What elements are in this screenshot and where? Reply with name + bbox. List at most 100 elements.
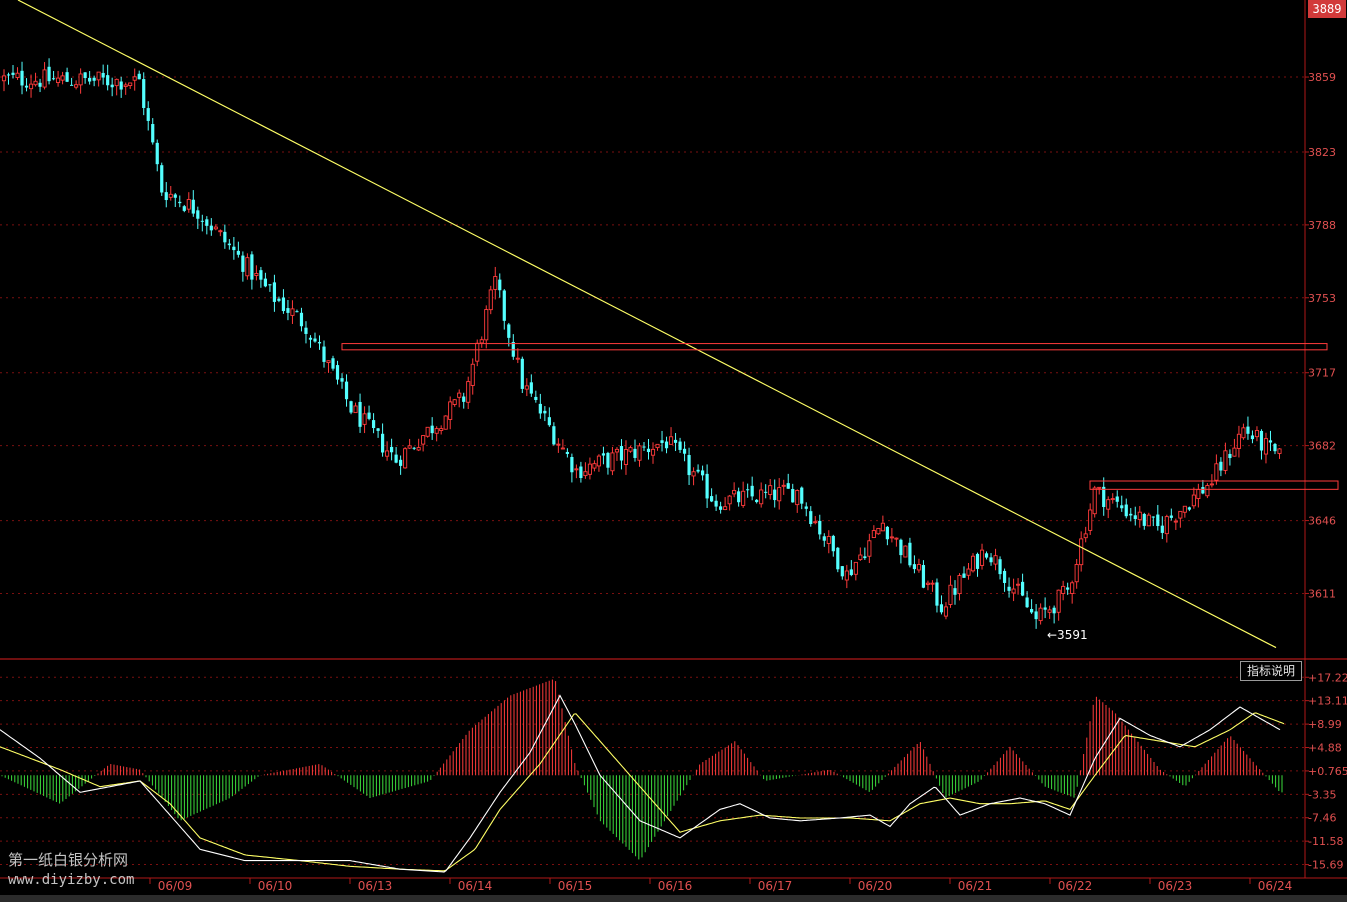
candle-body	[574, 468, 579, 471]
candle-body	[1124, 504, 1128, 517]
candle-body	[349, 401, 353, 413]
date-tick-label: 06/13	[358, 879, 393, 893]
candle-body	[939, 604, 944, 613]
candle-body	[1160, 525, 1164, 533]
candle-body	[889, 536, 894, 539]
candle-body	[664, 441, 669, 449]
indicator-signal-line	[0, 712, 1285, 872]
candle-body	[259, 270, 263, 280]
candle-body	[299, 312, 304, 327]
candle-body	[1228, 453, 1232, 459]
candle-body	[696, 469, 700, 472]
candle-body	[232, 246, 236, 251]
candle-body	[719, 506, 723, 510]
candle-body	[1007, 586, 1011, 591]
candle-body	[394, 454, 398, 463]
candle-body	[425, 426, 430, 437]
candle-body	[863, 556, 867, 559]
candle-body	[331, 358, 335, 369]
candle-body	[1002, 570, 1007, 583]
indicator-help-button[interactable]: 指标说明	[1240, 661, 1302, 681]
candle-body	[637, 445, 642, 461]
candle-body	[840, 566, 844, 577]
candle-body	[1070, 582, 1075, 594]
candle-body	[6, 74, 11, 76]
candle-body	[1241, 427, 1246, 439]
candle-body	[1088, 509, 1093, 531]
candle-body	[565, 451, 569, 454]
candle-body	[1250, 435, 1255, 440]
candle-body	[20, 70, 24, 86]
candle-body	[587, 463, 592, 475]
candle-body	[390, 446, 394, 453]
candle-body	[168, 193, 173, 198]
candle-body	[970, 555, 976, 572]
date-tick-label: 06/09	[158, 879, 193, 893]
candle-body	[777, 487, 782, 502]
candle-body	[1025, 597, 1029, 608]
candle-body	[498, 279, 502, 291]
candle-body	[1254, 430, 1260, 438]
candle-body	[65, 72, 69, 82]
candle-body	[1223, 450, 1228, 471]
indicator-tick-label: +13.11	[1308, 695, 1347, 708]
candle-body	[367, 412, 371, 419]
indicator-tick-label: -7.46	[1308, 812, 1336, 825]
candle-body	[1020, 581, 1025, 596]
price-tick-label: 3611	[1308, 587, 1336, 600]
candle-body	[741, 490, 746, 506]
candle-body	[421, 435, 426, 445]
candle-body	[768, 485, 773, 495]
candle-body	[844, 570, 849, 581]
candle-body	[908, 542, 912, 566]
candle-body	[813, 521, 818, 524]
candle-body	[1030, 609, 1034, 613]
date-tick-label: 06/14	[458, 879, 493, 893]
candle-body	[727, 495, 732, 505]
candle-body	[250, 254, 254, 280]
candle-body	[1097, 486, 1102, 489]
candle-body	[764, 491, 768, 493]
candle-body	[475, 342, 480, 362]
candle-body	[1263, 438, 1269, 455]
candle-body	[791, 488, 795, 503]
candle-body	[83, 72, 87, 79]
candle-body	[836, 547, 840, 570]
candle-body	[362, 413, 367, 425]
candle-body	[646, 448, 651, 453]
candle-body	[642, 446, 646, 448]
candle-body	[750, 485, 754, 497]
candle-body	[507, 324, 511, 338]
current-price-badge: 3889	[1308, 0, 1346, 18]
candle-body	[462, 396, 466, 402]
candle-body	[42, 69, 47, 88]
candle-body	[1, 75, 7, 82]
candle-body	[56, 77, 61, 83]
candle-body	[853, 561, 858, 575]
candle-body	[826, 535, 831, 544]
candle-body	[1219, 461, 1223, 471]
candle-body	[925, 582, 930, 585]
candle-body	[358, 401, 362, 427]
candle-body	[123, 84, 128, 87]
candle-body	[340, 378, 344, 382]
indicator-tick-label: +8.99	[1308, 718, 1342, 731]
candle-body	[403, 448, 408, 469]
candle-body	[912, 564, 917, 570]
candle-body	[313, 338, 317, 342]
candle-body	[601, 453, 606, 456]
candle-body	[1246, 426, 1250, 434]
candle-body	[957, 575, 962, 595]
candle-body	[151, 124, 155, 143]
candle-body	[543, 410, 547, 414]
candle-body	[290, 308, 295, 316]
candle-body	[822, 536, 826, 541]
candle-body	[60, 75, 65, 81]
candle-body	[885, 526, 889, 540]
candle-body	[28, 83, 34, 90]
candle-body	[317, 342, 322, 344]
candle-body	[1146, 514, 1151, 527]
candle-body	[876, 527, 881, 535]
candle-body	[916, 564, 921, 571]
candle-body	[164, 192, 168, 201]
